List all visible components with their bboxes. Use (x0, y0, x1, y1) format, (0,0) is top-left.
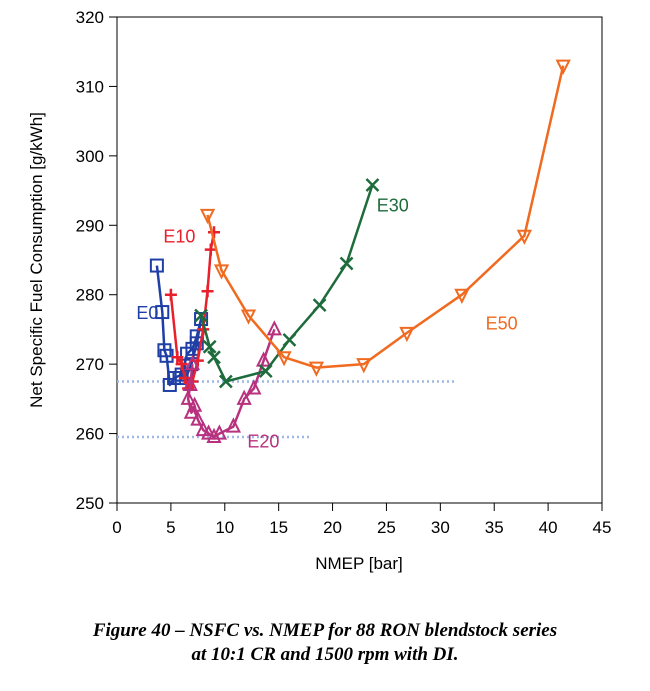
e20-point (255, 351, 272, 367)
e30-point (312, 298, 327, 313)
e20-point (246, 379, 262, 395)
e30-point (207, 350, 221, 365)
series-e20: E20 (180, 320, 282, 451)
e50-point (516, 229, 533, 245)
e20-point (195, 420, 211, 437)
e10-point (201, 285, 214, 298)
e0-point (155, 305, 170, 320)
caption-line-1: Figure 40 – NSFC vs. NMEP for 88 RON ble… (92, 620, 558, 641)
e20-point (206, 427, 222, 444)
e50-label: E50 (486, 313, 518, 333)
x-tick-label: 30 (431, 518, 450, 537)
x-tick-label: 15 (269, 518, 288, 537)
e20-point (200, 424, 217, 440)
e50-point (399, 326, 415, 343)
e50-point (240, 309, 257, 325)
series-e50: E50 (199, 59, 571, 377)
e50-line (206, 65, 565, 369)
x-tick-label: 0 (112, 518, 121, 537)
e10-point (204, 243, 217, 256)
y-tick-label: 300 (76, 147, 104, 166)
e30-point (202, 339, 217, 354)
e50-point (199, 208, 216, 225)
e20-point (180, 389, 196, 405)
series-layer: E0 E10 E20 E30 E50 (136, 59, 571, 451)
y-tick-label: 250 (76, 494, 104, 513)
e20-point (184, 354, 201, 371)
e10-label: E10 (163, 227, 195, 247)
x-axis-ticks: 0 5 10 15 20 25 30 35 40 45 (112, 503, 611, 537)
y-tick-label: 260 (76, 425, 104, 444)
e20-point (190, 410, 206, 426)
x-tick-label: 45 (593, 518, 612, 537)
e20-point (211, 424, 228, 440)
e0-point (194, 312, 209, 327)
y-tick-label: 320 (76, 8, 104, 27)
x-axis-label: NMEP [bar] (315, 554, 403, 573)
e30-label: E30 (377, 195, 409, 215)
e20-point (266, 320, 282, 336)
e50-point (213, 264, 230, 280)
e30-point (365, 178, 380, 192)
e20-point (182, 375, 198, 391)
x-tick-label: 10 (215, 518, 234, 537)
e50-point (308, 361, 325, 377)
e30-point (258, 364, 273, 378)
y-tick-label: 270 (76, 355, 104, 374)
figure-caption: Figure 40 – NSFC vs. NMEP for 88 RON ble… (0, 619, 650, 667)
e50-point (555, 59, 571, 75)
x-tick-label: 35 (485, 518, 504, 537)
y-tick-label: 280 (76, 286, 104, 305)
e10-point (171, 351, 184, 364)
e20-point (236, 389, 252, 405)
e0-point (189, 336, 204, 351)
e10-point (175, 358, 188, 371)
y-tick-label: 310 (76, 77, 104, 96)
caption-line-2: at 10:1 CR and 1500 rpm with DI. (191, 644, 459, 665)
e10-point (164, 288, 177, 301)
e0-point (149, 258, 164, 273)
x-tick-label: 5 (166, 518, 175, 537)
e20-label: E20 (247, 431, 279, 451)
series-e10: E10 (163, 226, 220, 395)
e0-label: E0 (136, 303, 158, 323)
e50-point (276, 351, 292, 367)
e30-point (282, 332, 297, 347)
e30-point (339, 256, 354, 271)
y-axis-label: Net Specific Fuel Consumption [g/kWh] (27, 112, 46, 408)
e30-point (194, 308, 208, 323)
series-e30: E30 (194, 178, 409, 389)
e10-point (178, 372, 191, 385)
e0-point (159, 348, 174, 363)
nsfc-chart: 0 5 10 15 20 25 30 35 40 45 250 260 270 280 290 300 310… (27, 8, 611, 573)
e50-point (454, 288, 470, 304)
e20-point (225, 417, 242, 433)
y-axis-ticks: 250 260 270 280 290 300 310 320 (76, 8, 117, 513)
x-tick-label: 40 (539, 518, 558, 537)
reference-lines (117, 380, 457, 439)
e30-point (218, 374, 233, 389)
e50-point (356, 358, 372, 374)
e20-point (186, 396, 203, 412)
y-tick-label: 290 (76, 216, 104, 235)
x-tick-label: 25 (377, 518, 396, 537)
x-tick-label: 20 (323, 518, 342, 537)
plot-area (116, 16, 603, 504)
series-e0: E0 (136, 258, 209, 392)
